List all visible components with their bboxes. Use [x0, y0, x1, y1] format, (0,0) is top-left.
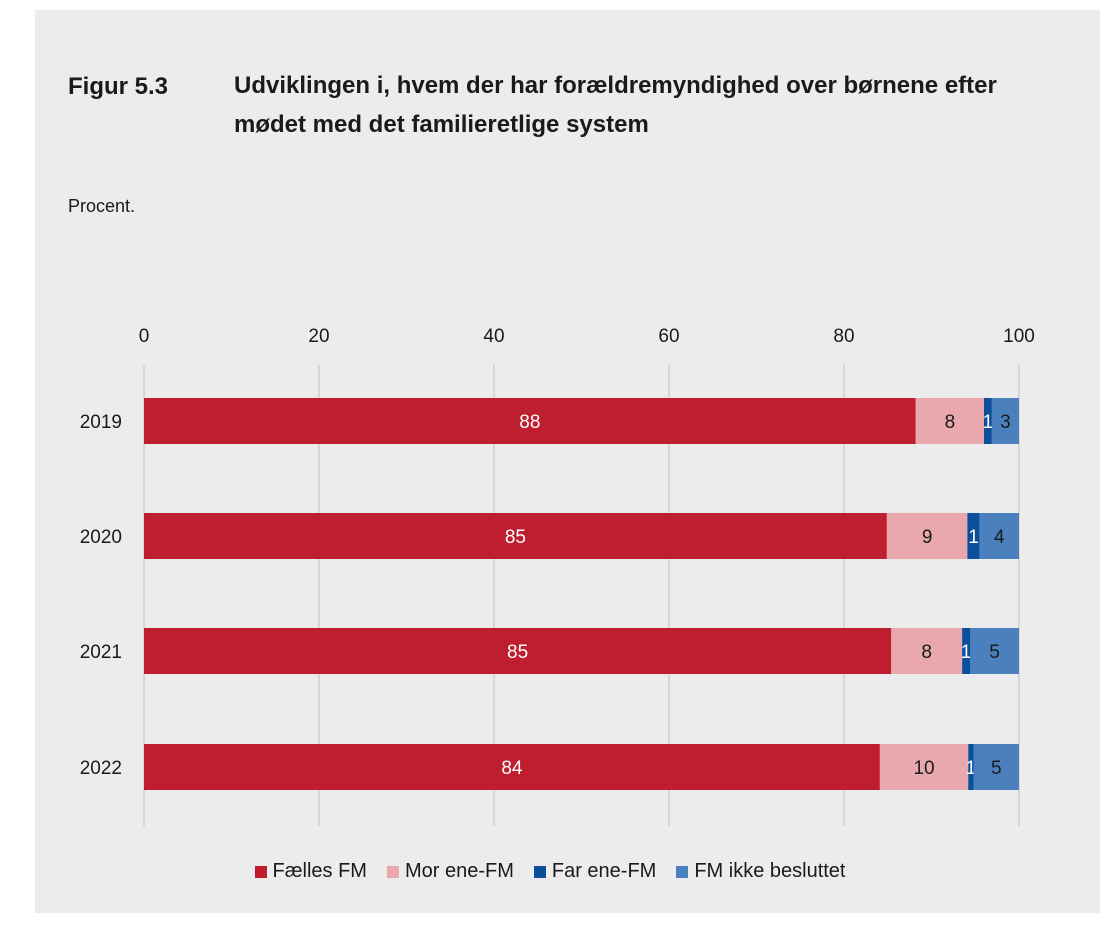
bar-segment: [962, 628, 970, 674]
bar-segment: [967, 513, 980, 559]
legend-swatch-faelles-fm: [254, 865, 267, 878]
bar-segment: [879, 744, 969, 790]
x-tick-label: 80: [833, 326, 854, 347]
legend-item-mor-ene-fm: Mor ene-FM: [386, 860, 514, 883]
bar-segment: [970, 628, 1019, 674]
bar-segment: [915, 398, 984, 444]
data-label: 84: [501, 758, 523, 779]
bar-segment: [984, 398, 992, 444]
data-label: 8: [921, 642, 932, 663]
legend-swatch-far-ene-fm: [533, 865, 546, 878]
legend-label-far-ene-fm: Far ene-FM: [551, 860, 657, 882]
y-tick-label: 2020: [80, 527, 122, 548]
data-label: 1: [961, 642, 972, 663]
chart-legend: Fælles FM Mor ene-FM Far ene-FM FM ikke …: [0, 860, 1100, 883]
legend-item-fm-ikke-besluttet: FM ikke besluttet: [676, 860, 846, 883]
data-label: 1: [983, 412, 994, 433]
data-label: 5: [989, 642, 1000, 663]
figure-title: Udviklingen i, hvem der har forældremynd…: [234, 72, 997, 138]
data-label: 8: [945, 412, 956, 433]
data-label: 9: [922, 527, 933, 548]
x-tick-label: 60: [658, 326, 679, 347]
bar-segment: [973, 744, 1019, 790]
data-label: 1: [966, 758, 977, 779]
legend-swatch-fm-ikke-besluttet: [676, 865, 689, 878]
y-tick-label: 2022: [80, 758, 122, 779]
y-tick-label: 2021: [80, 642, 122, 663]
bar-segment: [968, 744, 974, 790]
bar-segment: [144, 513, 887, 559]
bar-segment: [891, 628, 963, 674]
data-label: 85: [505, 527, 526, 548]
bar-segment: [979, 513, 1019, 559]
data-label: 10: [913, 758, 934, 779]
data-label: 1: [968, 527, 979, 548]
data-label: 4: [994, 527, 1005, 548]
bar-segment: [144, 628, 892, 674]
x-tick-label: 100: [1003, 326, 1035, 347]
data-label: 85: [507, 642, 528, 663]
legend-label-faelles-fm: Fælles FM: [272, 860, 367, 882]
legend-swatch-mor-ene-fm: [386, 865, 399, 878]
data-label: 88: [519, 412, 540, 433]
data-label: 5: [991, 758, 1002, 779]
data-label: 3: [1000, 412, 1011, 433]
x-tick-label: 40: [483, 326, 504, 347]
legend-label-fm-ikke-besluttet: FM ikke besluttet: [694, 860, 846, 882]
legend-item-faelles-fm: Fælles FM: [254, 860, 367, 883]
bar-segment: [886, 513, 968, 559]
bar-segment: [144, 744, 880, 790]
legend-item-far-ene-fm: Far ene-FM: [533, 860, 657, 883]
bar-segment: [144, 398, 916, 444]
y-tick-label: 2019: [80, 412, 122, 433]
bar-segment: [991, 398, 1019, 444]
x-tick-label: 20: [308, 326, 329, 347]
x-tick-label: 0: [139, 326, 150, 347]
figure-subtitle: Procent.: [68, 196, 136, 216]
figure-label: Figur 5.3: [68, 73, 169, 100]
legend-label-mor-ene-fm: Mor ene-FM: [404, 860, 514, 882]
